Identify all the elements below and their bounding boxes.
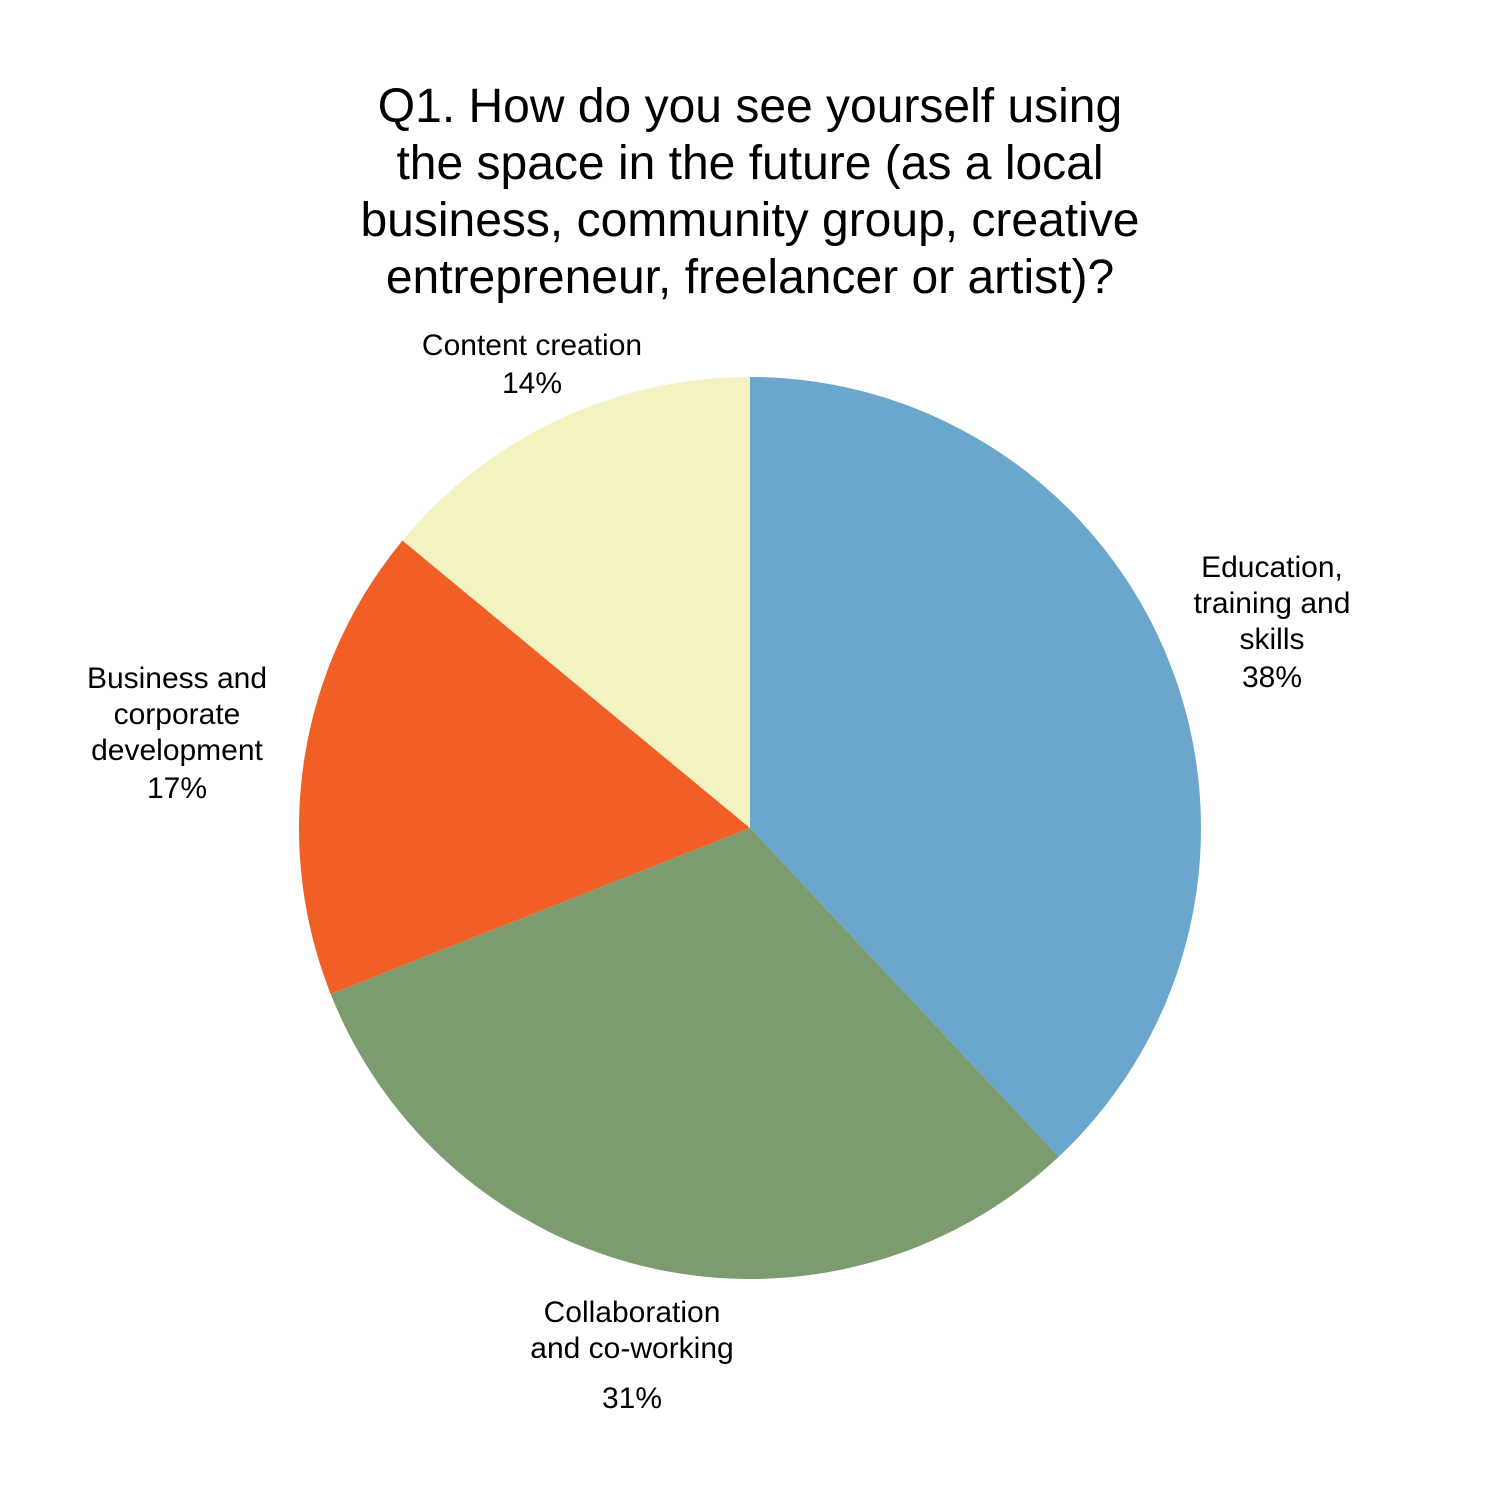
slice-label-line: skills [1239, 623, 1305, 656]
chart-title-line: entrepreneur, freelancer or artist)? [385, 251, 1115, 304]
slice-label-line: development [91, 734, 263, 767]
chart-title-line: business, community group, creative [360, 194, 1140, 247]
slice-content-creation [402, 377, 750, 828]
slice-value-label: 31% [601, 1382, 663, 1415]
chart-title: Q1. How do you see yourself using the sp… [0, 78, 1500, 306]
slice-label-content-creation: Content creation 14% [422, 328, 642, 402]
slice-label-collaboration: Collaboration and co-working 31% [530, 1295, 733, 1417]
slice-label-education: Education, training and skills 38% [1194, 550, 1351, 696]
slice-label-line: and co-working [530, 1332, 734, 1365]
slice-label-line: Business and [86, 662, 268, 695]
slice-label-line: Education, [1201, 551, 1343, 584]
slice-label-line: Collaboration [543, 1296, 721, 1329]
slice-business [299, 540, 750, 995]
slice-value-label: 17% [146, 772, 208, 805]
slice-value-label: 14% [501, 367, 563, 400]
slice-label-business: Business and corporate development 17% [87, 661, 267, 807]
chart-title-line: the space in the future (as a local [396, 137, 1104, 190]
slice-label-line: Content creation [421, 329, 643, 362]
slice-education [750, 376, 1202, 1157]
slice-value-label: 38% [1241, 661, 1303, 694]
pie-slices [299, 376, 1202, 1279]
slice-label-line: training and [1193, 587, 1351, 620]
slice-label-line: corporate [113, 698, 241, 731]
slice-collaboration [330, 828, 1059, 1279]
chart-title-line: Q1. How do you see yourself using [377, 80, 1123, 133]
